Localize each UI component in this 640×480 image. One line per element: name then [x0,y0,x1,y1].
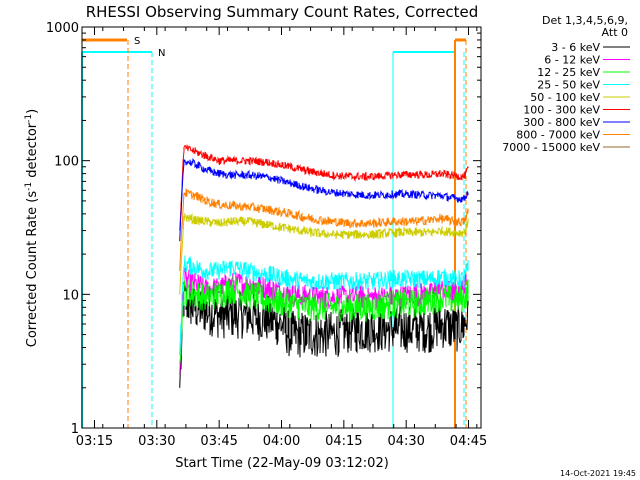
series-line-50-100-kev [179,213,469,295]
generation-timestamp: 14-Oct-2021 19:45 [560,469,636,478]
y-axis-label-sup2: -1 [24,114,34,123]
legend-label: 50 - 100 keV [530,91,600,104]
y-tick-label: 1 [71,422,79,437]
y-tick-label: 1000 [46,21,79,36]
series-line-3-6-kev [179,282,469,388]
attenuator-flag-label: S [134,36,140,47]
legend-label: 6 - 12 keV [544,54,600,67]
x-tick-label: 03:15 [76,434,113,449]
series-line-800-7000-kev [179,188,469,271]
legend-label: 800 - 7000 keV [516,129,600,142]
chart-title: RHESSI Observing Summary Count Rates, Co… [86,3,479,21]
series-layer [179,144,469,388]
y-axis-label-text: Corrected Count Rate (s [25,191,40,348]
series-line-25-50-kev [179,255,469,356]
y-tick-label: 100 [54,155,79,170]
y-axis-label: Corrected Count Rate (s-1 detector-1) [24,109,40,347]
x-axis-label: Start Time (22-May-09 03:12:02) [175,456,389,471]
legend-label: 12 - 25 keV [537,66,600,79]
ticks-layer: 03:15 03:30 03:45 04:00 04:15 04:30 04:45 1000 1… [46,21,487,449]
x-tick-label: 04:15 [325,434,362,449]
series-line-100-300-kev [179,144,469,231]
series-line-300-800-kev [179,157,469,242]
legend-label: 300 - 800 keV [523,116,600,129]
legend-label: 25 - 50 keV [537,79,600,92]
x-tick-label: 03:45 [200,434,237,449]
y-axis-label-end: ) [25,109,40,114]
legend-label: 7000 - 15000 keV [502,141,600,154]
legend-label: 3 - 6 keV [551,41,600,54]
legend-header-line2: Att 0 [602,26,628,39]
legend-header-line1: Det 1,3,4,5,6,9, [542,14,628,27]
x-tick-label: 04:30 [387,434,424,449]
y-tick-label: 10 [62,288,79,303]
x-tick-label: 03:30 [138,434,175,449]
legend-label: 100 - 300 keV [523,104,600,117]
series-line-12-25-kev [179,276,469,365]
x-tick-label: 04:45 [450,434,487,449]
y-axis-label-sup1: -1 [24,182,34,191]
x-tick-label: 04:00 [263,434,300,449]
night-flag-label: N [158,48,165,59]
y-axis-label-mid: detector [25,122,40,182]
